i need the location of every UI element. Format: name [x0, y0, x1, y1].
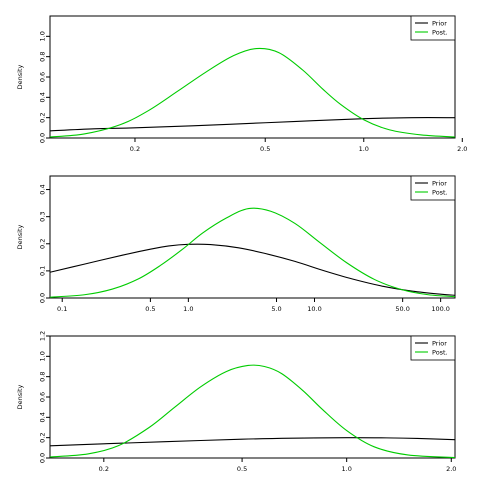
- chart-panel-1: 0.2 0.5 1.0 2.0 0.0 0.2 0.4 0.6 0.8 1.0 Density Pri…: [16, 15, 467, 153]
- legend-box: [410, 15, 456, 41]
- legend-label: Post.: [432, 188, 448, 196]
- x-tick-label: 1.0: [183, 305, 193, 313]
- chart-panel-3: 0.2 0.5 1.0 2.0 0.0 0.2 0.4 0.6 0.8 1.0 1.2 Density…: [16, 331, 456, 473]
- chart-panel-2: 0.1 0.5 1.0 5.0 10.0 50.0 100.0 0.0 0.1 0.2 0.3 0.4…: [16, 175, 456, 313]
- x-tick-label: 0.5: [145, 305, 155, 313]
- y-axis-title: Density: [16, 64, 24, 89]
- legend-box: [410, 175, 456, 201]
- x-tick-label: 5.0: [271, 305, 281, 313]
- posterior-density-line: [49, 47, 456, 138]
- plot-frame: [49, 335, 456, 459]
- x-tick-label: 0.2: [130, 145, 140, 153]
- y-tick-label: 0.0: [38, 133, 46, 143]
- legend-label: Post.: [432, 28, 448, 36]
- x-tick-label: 50.0: [395, 305, 409, 313]
- x-tick-label: 0.2: [99, 465, 109, 473]
- x-tick-label: 0.5: [260, 145, 270, 153]
- x-tick-label: 10.0: [307, 305, 321, 313]
- y-tick-label: 0.0: [38, 293, 46, 303]
- legend-label: Prior: [432, 19, 447, 27]
- y-tick-label: 0.6: [38, 392, 46, 402]
- x-tick-label: 2.0: [446, 465, 456, 473]
- y-tick-label: 1.0: [38, 351, 46, 361]
- plot-frame: [49, 175, 456, 299]
- plot-frame: [49, 15, 456, 139]
- y-tick-label: 0.0: [38, 453, 46, 463]
- y-axis-title: Density: [16, 384, 24, 409]
- legend-label: Prior: [432, 179, 447, 187]
- x-tick-label: 0.1: [57, 305, 67, 313]
- x-tick-label: 2.0: [457, 145, 467, 153]
- y-tick-label: 0.8: [38, 371, 46, 381]
- posterior-density-line: [49, 207, 456, 298]
- prior-density-line: [49, 437, 456, 447]
- y-axis-title: Density: [16, 224, 24, 249]
- y-tick-label: 0.6: [38, 72, 46, 82]
- y-tick-label: 0.2: [38, 432, 46, 442]
- y-tick-label: 1.0: [38, 31, 46, 41]
- posterior-density-line: [49, 364, 456, 459]
- y-tick-label: 0.4: [38, 92, 46, 102]
- legend-box: [410, 335, 456, 361]
- y-tick-label: 1.2: [38, 331, 46, 341]
- x-tick-label: 0.5: [237, 465, 247, 473]
- y-tick-label: 0.8: [38, 51, 46, 61]
- prior-density-line: [49, 117, 456, 132]
- y-tick-label: 0.4: [38, 412, 46, 422]
- y-tick-label: 0.1: [38, 266, 46, 276]
- y-tick-label: 0.3: [38, 211, 46, 221]
- legend-label: Prior: [432, 339, 447, 347]
- x-tick-label: 1.0: [342, 465, 352, 473]
- x-tick-label: 1.0: [359, 145, 369, 153]
- y-tick-label: 0.4: [38, 184, 46, 194]
- x-tick-label: 100.0: [431, 305, 450, 313]
- y-tick-label: 0.2: [38, 112, 46, 122]
- y-tick-label: 0.2: [38, 239, 46, 249]
- legend-label: Post.: [432, 348, 448, 356]
